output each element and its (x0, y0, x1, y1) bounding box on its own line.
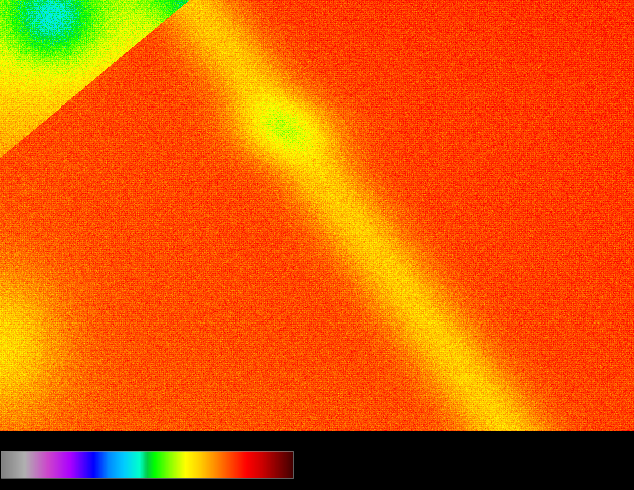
Text: Sa 25-05-2024 00:00 UTC (18+06): Sa 25-05-2024 00:00 UTC (18+06) (418, 431, 628, 441)
Text: Temperature (2m) [°C] ECMWF: Temperature (2m) [°C] ECMWF (6, 431, 188, 441)
